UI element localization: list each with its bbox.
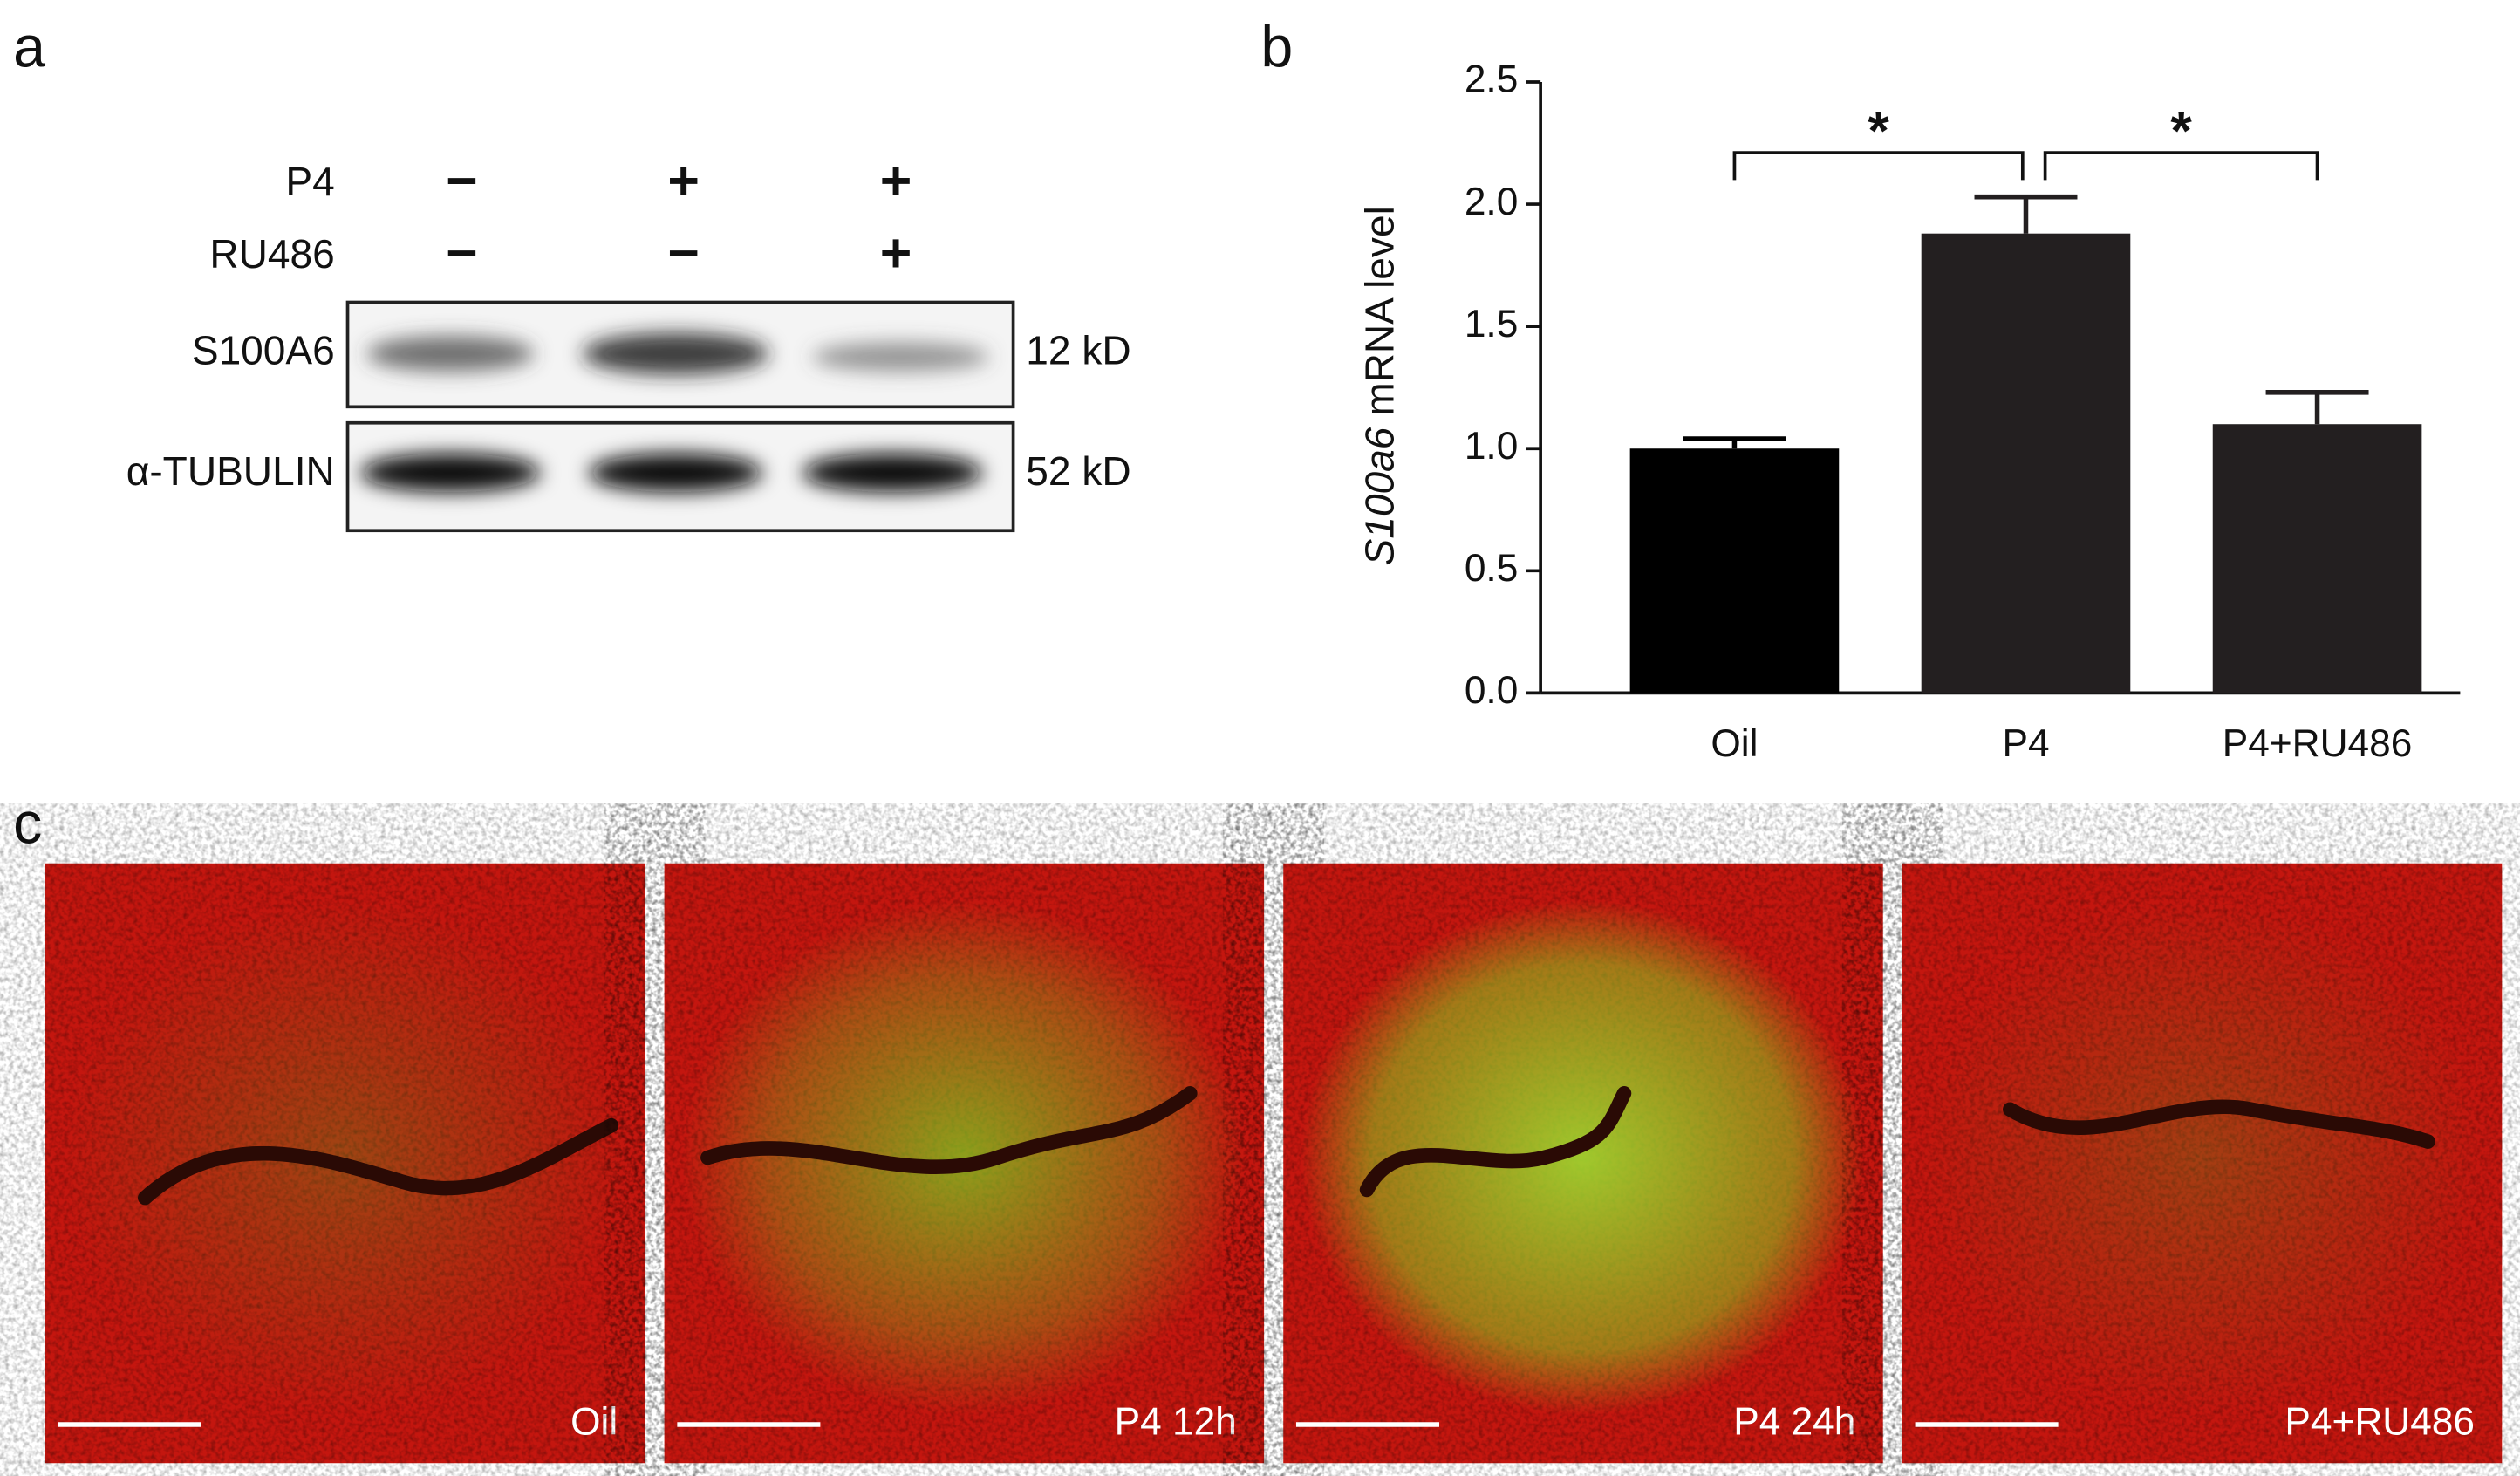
- lumen: [2003, 1099, 2435, 1149]
- bar: [1629, 448, 1840, 694]
- x-tick-label: Oil: [1711, 722, 1758, 765]
- panel-letter: a: [13, 16, 45, 80]
- y-tick-label: 1.5: [1465, 303, 1518, 345]
- significance-bracket: [2043, 151, 2319, 181]
- treatment-sign: +: [880, 222, 912, 284]
- y-tick-label: 0.5: [1465, 547, 1518, 590]
- treatment-sign: +: [880, 151, 912, 212]
- x-tick-label: P4: [2002, 722, 2049, 765]
- y-axis-label: S100a6 mRNA level: [1357, 206, 1403, 565]
- significance-label: *: [2170, 100, 2192, 161]
- stroma-signal: [1920, 900, 2483, 1415]
- lumen: [700, 1086, 1198, 1174]
- image-label: Oil: [570, 1401, 618, 1444]
- treatment-label: RU486: [209, 231, 334, 277]
- stroma-signal: [681, 900, 1245, 1415]
- x-tick-label: P4+RU486: [2223, 722, 2413, 765]
- image-label: P4 12h: [1115, 1401, 1237, 1444]
- image-label: P4+RU486: [2284, 1401, 2475, 1444]
- band-label: α-TUBULIN: [126, 448, 335, 494]
- y-tick-label: 1.0: [1465, 425, 1518, 468]
- image-label: P4 24h: [1733, 1401, 1855, 1444]
- band-label: S100A6: [192, 328, 335, 373]
- band-size: 12 kD: [1026, 328, 1130, 373]
- band-size: 52 kD: [1026, 448, 1130, 494]
- panel-letter: c: [13, 792, 42, 857]
- bar: [1921, 233, 2131, 694]
- y-tick-label: 2.5: [1465, 58, 1518, 101]
- treatment-sign: −: [667, 222, 700, 284]
- y-axis-label-part: S100a6: [1357, 427, 1403, 565]
- lumen: [137, 1117, 619, 1206]
- stroma-signal: [1301, 900, 1864, 1415]
- y-axis-label-part: mRNA level: [1357, 206, 1403, 416]
- panel-letter: b: [1260, 16, 1293, 80]
- micrographs: Oil P4 12h P4 24h P4+RU486: [45, 863, 2503, 1464]
- treatment-sign: −: [446, 151, 478, 212]
- significance-bracket: [1732, 151, 2025, 181]
- treatment-sign: +: [667, 151, 700, 212]
- significance-label: *: [1868, 100, 1889, 161]
- treatment-label: P4: [285, 159, 334, 204]
- stroma-signal: [63, 900, 626, 1415]
- treatment-sign: −: [446, 222, 478, 284]
- blot-boxes: [345, 300, 1015, 533]
- bar: [2212, 424, 2422, 694]
- lumen: [1359, 1086, 1632, 1198]
- y-tick-label: 2.0: [1465, 181, 1518, 223]
- y-tick-label: 0.0: [1465, 669, 1518, 712]
